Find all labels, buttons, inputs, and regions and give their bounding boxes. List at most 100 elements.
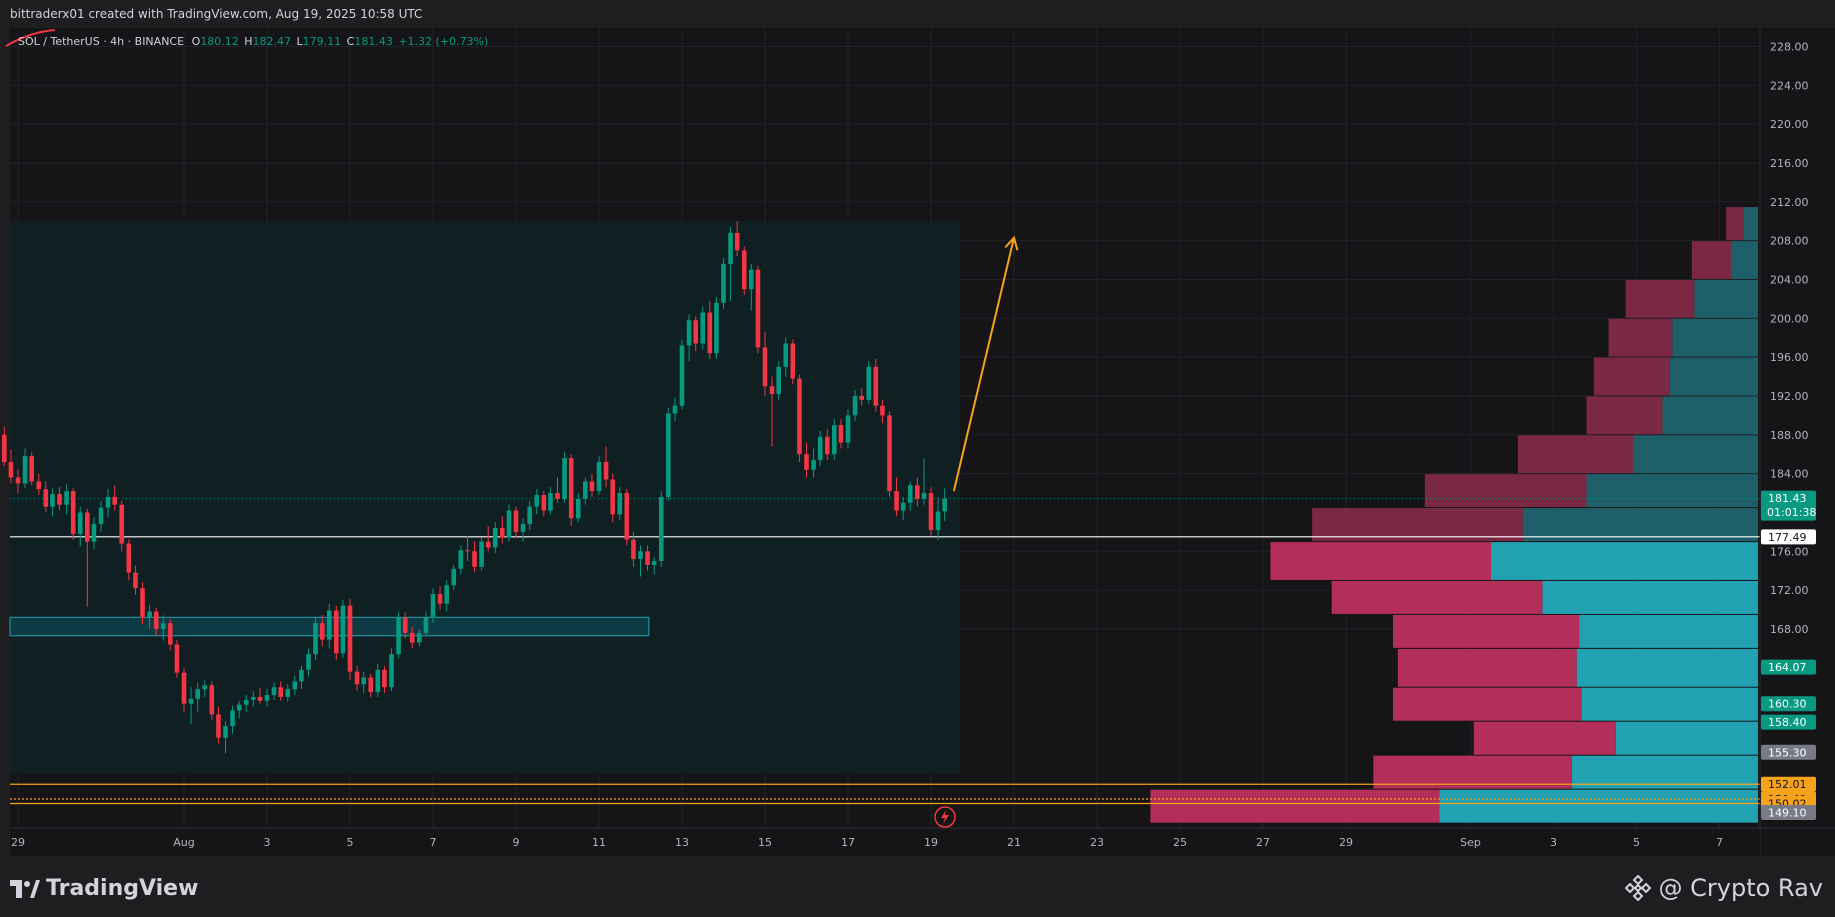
tradingview-logo[interactable]: TradingView [10,876,198,901]
candle[interactable] [402,612,408,639]
candle[interactable] [417,628,422,647]
time-axis[interactable] [10,828,1760,856]
candle[interactable] [811,448,816,478]
candle[interactable] [306,648,311,677]
candle[interactable] [638,545,643,577]
candle[interactable] [451,564,457,591]
candle[interactable] [243,694,249,713]
candle[interactable] [555,477,560,503]
candle[interactable] [658,491,664,567]
candle[interactable] [368,673,374,697]
candle[interactable] [140,582,145,625]
candle[interactable] [396,611,401,659]
candle[interactable] [50,488,55,517]
candle[interactable] [479,537,484,571]
candle[interactable] [666,407,671,501]
candle[interactable] [859,388,864,406]
candle[interactable] [389,648,394,692]
candle[interactable] [500,516,505,544]
candle[interactable] [91,517,97,550]
candle[interactable] [700,306,706,350]
candle[interactable] [195,682,200,712]
candle[interactable] [749,263,754,311]
candles[interactable] [0,221,947,754]
candle[interactable] [236,700,242,719]
candle[interactable] [935,496,941,540]
candle[interactable] [313,617,318,661]
candle[interactable] [527,500,532,530]
candle[interactable] [15,468,21,494]
candle[interactable] [8,449,14,484]
candle[interactable] [423,611,429,637]
candle[interactable] [292,675,298,695]
candle[interactable] [98,500,104,532]
candle[interactable] [707,300,713,360]
candle[interactable] [921,458,927,505]
candle[interactable] [285,684,291,702]
candle[interactable] [22,448,28,489]
candle[interactable] [755,265,761,354]
candle[interactable] [340,599,346,659]
candle[interactable] [762,331,768,396]
candle[interactable] [797,374,802,462]
candle[interactable] [264,689,270,707]
candle[interactable] [168,619,173,651]
candle[interactable] [928,487,934,536]
lightning-icon[interactable] [934,806,956,828]
candle[interactable] [610,473,615,523]
candle[interactable] [271,682,277,700]
candle[interactable] [36,473,42,495]
candle[interactable] [562,452,567,503]
candle[interactable] [714,296,719,360]
candle[interactable] [734,221,740,257]
candle[interactable] [105,489,111,518]
candle[interactable] [319,615,325,647]
candle[interactable] [534,489,540,515]
candle[interactable] [126,539,132,581]
candle[interactable] [513,506,519,538]
candle[interactable] [347,598,353,680]
candle[interactable] [299,665,304,690]
candle[interactable] [721,258,726,309]
symbol-label[interactable]: SOL / TetherUS · 4h · BINANCE [18,35,185,48]
candle[interactable] [2,427,7,466]
candle[interactable] [430,588,436,624]
candle[interactable] [686,314,692,362]
candle[interactable] [223,721,228,754]
candle[interactable] [645,545,650,571]
candle[interactable] [216,706,221,744]
candle[interactable] [64,484,69,515]
candle[interactable] [741,246,747,295]
candle[interactable] [147,604,152,629]
candle[interactable] [894,477,899,517]
candle[interactable] [70,488,76,540]
candle[interactable] [181,667,187,712]
candle[interactable] [153,607,159,636]
candle[interactable] [776,361,781,400]
symbol-legend[interactable]: SOL / TetherUS · 4h · BINANCE O180.12 H1… [18,35,488,48]
candle[interactable] [188,687,194,725]
candle[interactable] [485,526,491,552]
candle[interactable] [85,508,90,607]
candle[interactable] [907,481,913,511]
price-axis[interactable] [1760,28,1835,856]
candle[interactable] [444,580,449,612]
candle[interactable] [852,390,858,422]
candle[interactable] [202,680,208,697]
candle[interactable] [603,446,609,488]
candle[interactable] [278,681,283,701]
candle[interactable] [596,456,602,495]
candle[interactable] [77,506,83,547]
candle[interactable] [160,615,166,641]
candle[interactable] [29,452,34,486]
candle[interactable] [251,691,256,707]
candle[interactable] [845,409,851,449]
candle[interactable] [838,419,844,449]
candle[interactable] [790,339,796,385]
candle[interactable] [693,316,698,352]
candle[interactable] [887,411,892,497]
candle[interactable] [617,487,623,521]
candle[interactable] [915,477,920,507]
candle[interactable] [900,496,906,521]
